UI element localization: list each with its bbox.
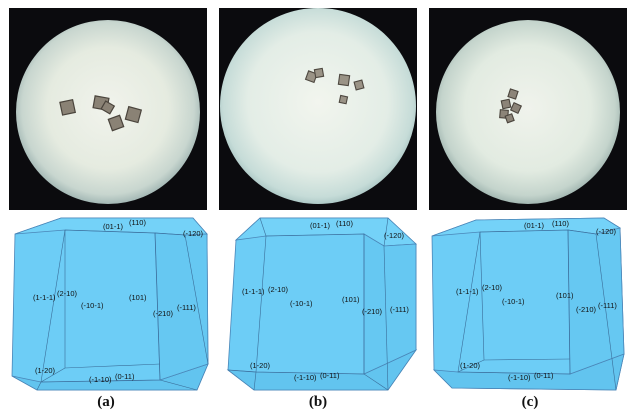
crystal-edges	[36, 229, 209, 391]
crystal-edges	[457, 229, 617, 391]
caption-c: (c)	[521, 394, 539, 410]
face-label--111: (-111)	[390, 305, 409, 314]
face-label--1-10: (-1-10)	[294, 373, 317, 382]
face-label--10-1: (-10-1)	[502, 297, 525, 306]
face-label--10-1: (-10-1)	[290, 299, 313, 308]
face-label-1-1-1: (1-1-1)	[33, 293, 56, 302]
face-label-0-11: (0-11)	[115, 372, 135, 381]
face-label-1-20: (1-20)	[250, 361, 271, 370]
crystal-model-c: (01-1) (110) (-120) (1-1-1) (2-10) (-10-…	[420, 214, 626, 392]
face-label--1-10: (-1-10)	[508, 373, 531, 382]
face-label--111: (-111)	[177, 303, 196, 312]
face-label-2-10: (2-10)	[57, 289, 78, 298]
face-label-1-1-1: (1-1-1)	[456, 287, 479, 296]
face-label-110: (110)	[552, 219, 569, 228]
face-label-01-1: (01-1)	[310, 221, 331, 230]
face-label--120: (-120)	[384, 231, 405, 240]
micrograph-a	[9, 8, 207, 210]
face-label-1-20: (1-20)	[35, 366, 56, 375]
face-label-110: (110)	[336, 219, 353, 228]
crystal-particles	[499, 88, 523, 124]
crystal-model-a: (01-1) (110) (-120) (1-1-1) (2-10) (-10-…	[5, 214, 211, 392]
micrograph-b	[219, 8, 417, 210]
face-label--210: (-210)	[362, 307, 383, 316]
face-label-101: (101)	[342, 295, 360, 304]
face-label-0-11: (0-11)	[534, 371, 554, 380]
caption-b: (b)	[308, 394, 328, 410]
crystal-particles	[59, 95, 143, 132]
face-right	[363, 233, 417, 375]
microscope-field	[220, 8, 416, 204]
face-label--111: (-111)	[598, 301, 617, 310]
face-label-01-1: (01-1)	[524, 221, 545, 230]
micrograph-c	[429, 8, 627, 210]
face-label-2-10: (2-10)	[268, 285, 289, 294]
crystal-model-b: (01-1) (110) (-120) (1-1-1) (2-10) (-10-…	[214, 214, 420, 392]
face-label-101: (101)	[129, 293, 147, 302]
face-label--120: (-120)	[596, 227, 617, 236]
face-label-1-20: (1-20)	[460, 361, 481, 370]
crystal-particles	[304, 67, 365, 105]
face-label--120: (-120)	[183, 229, 204, 238]
face-label--210: (-210)	[153, 309, 174, 318]
crystal-edges	[227, 217, 389, 391]
face-label--10-1: (-10-1)	[81, 301, 104, 310]
microscope-field	[436, 20, 620, 204]
face-label-01-1: (01-1)	[103, 222, 124, 231]
face-label-0-11: (0-11)	[320, 371, 340, 380]
face-label-2-10: (2-10)	[482, 283, 503, 292]
face-label-101: (101)	[556, 291, 574, 300]
face-label--210: (-210)	[576, 305, 597, 314]
face-label--1-10: (-1-10)	[89, 375, 112, 384]
face-label-1-1-1: (1-1-1)	[242, 287, 265, 296]
face-label-110: (110)	[129, 218, 146, 227]
caption-a: (a)	[97, 394, 115, 410]
